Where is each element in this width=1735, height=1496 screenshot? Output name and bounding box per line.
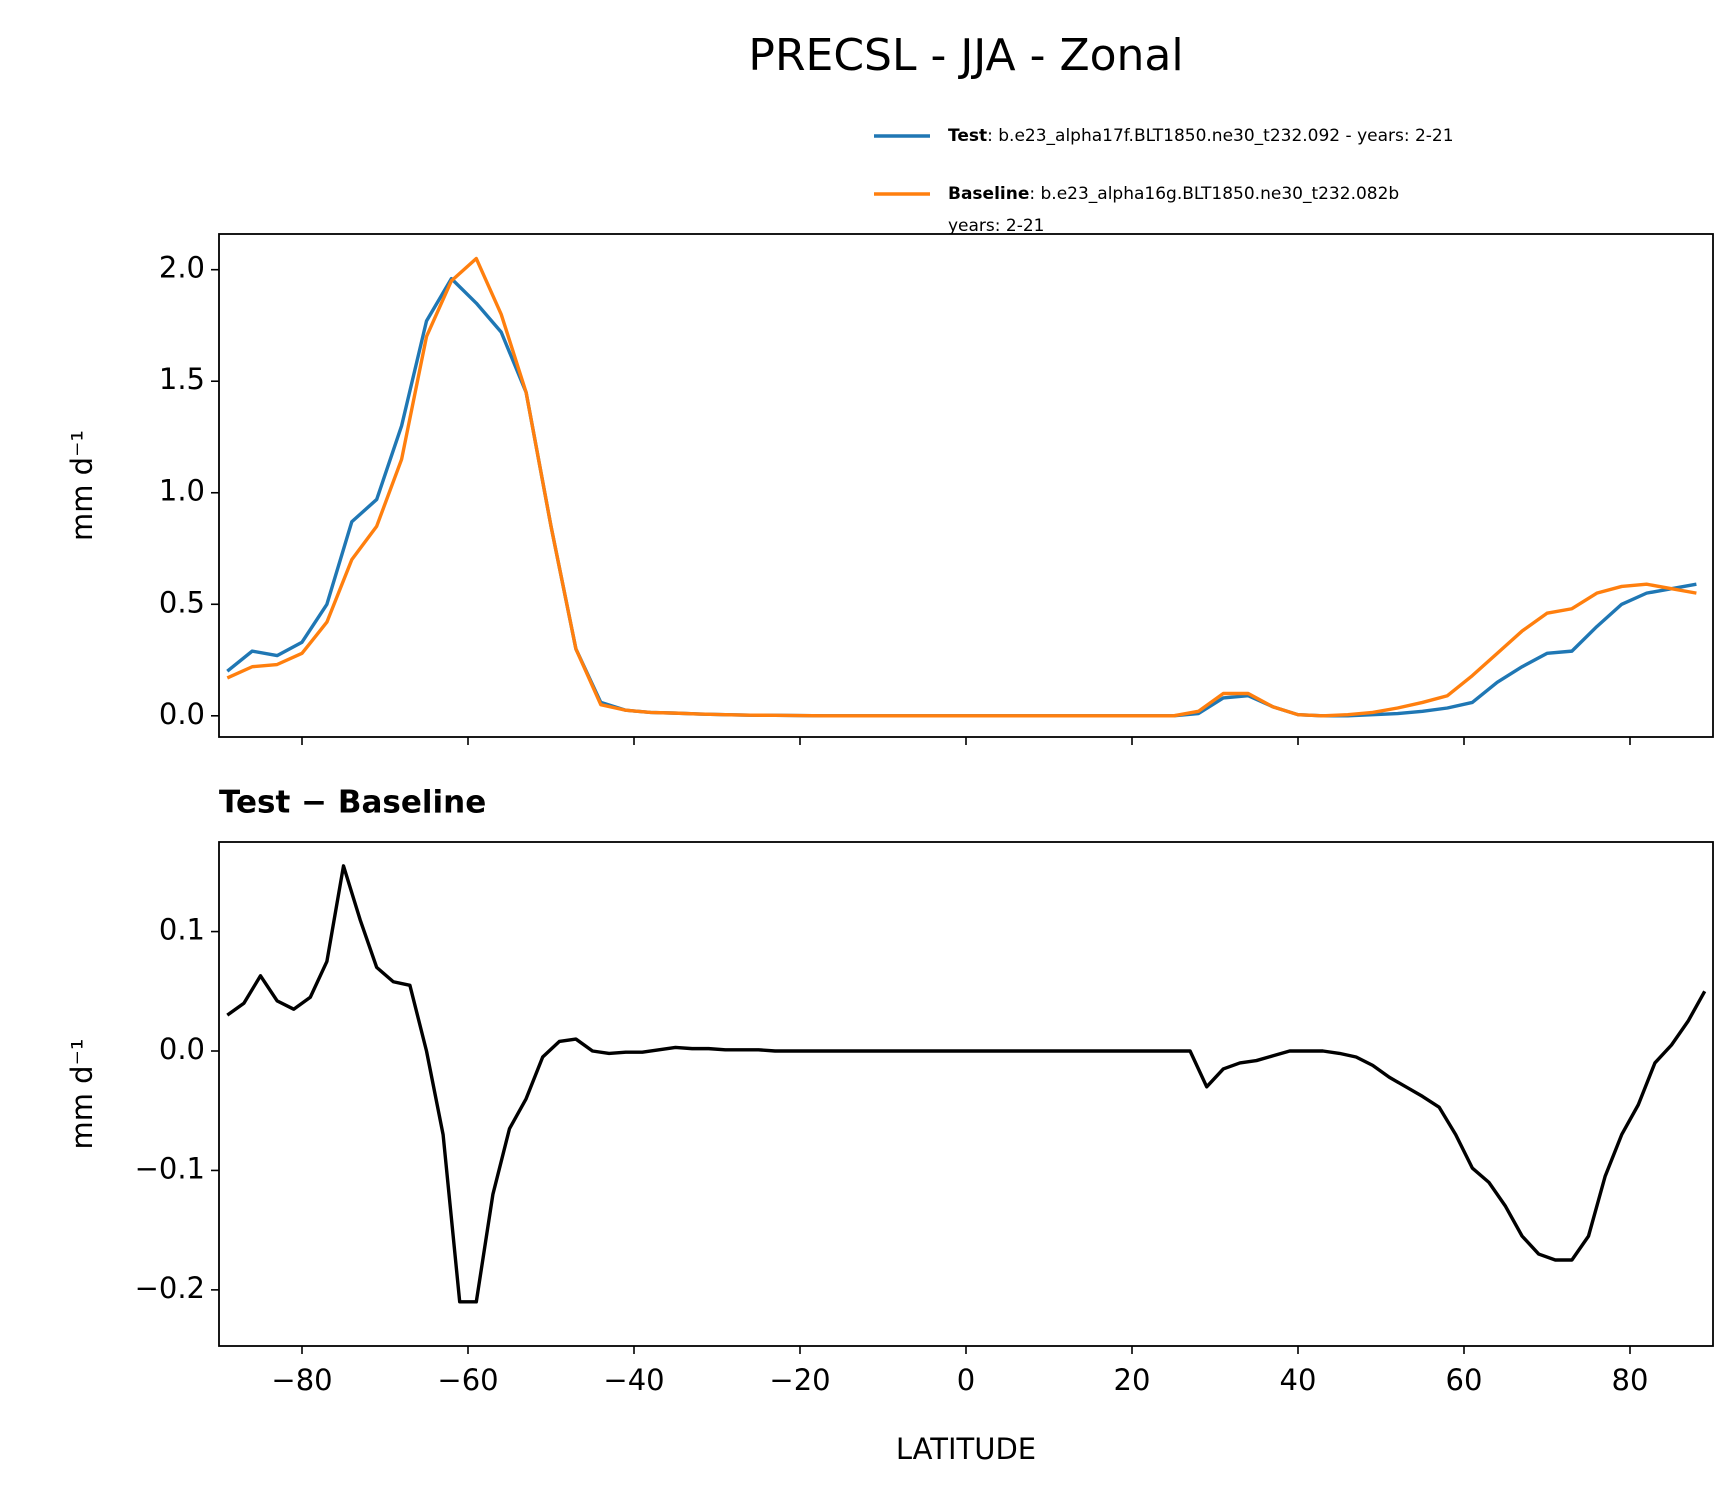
y-tick-label: 1.0 <box>159 474 205 508</box>
plot-area <box>226 256 1697 718</box>
x-tick-label: 40 <box>1280 1363 1317 1397</box>
x-tick-label: 60 <box>1446 1363 1483 1397</box>
panel-title: Test − Baseline <box>219 785 486 821</box>
x-tick-label: −40 <box>603 1363 664 1397</box>
legend-label: Baseline: b.e23_alpha16g.BLT1850.ne30_t2… <box>948 184 1399 204</box>
chart-title: PRECSL - JJA - Zonal <box>748 30 1183 81</box>
x-tick-label: −60 <box>437 1363 498 1397</box>
legend-description: years: 2-21 <box>948 216 1045 236</box>
legend-description: : b.e23_alpha16g.BLT1850.ne30_t232.082b <box>1029 184 1399 204</box>
x-tick-label: −80 <box>271 1363 332 1397</box>
y-tick-label: −0.2 <box>135 1271 205 1305</box>
axes-frame <box>218 233 1714 738</box>
y-tick-label: 0.0 <box>159 1032 205 1066</box>
y-axis-label: mm d⁻¹ <box>65 1038 99 1149</box>
y-tick-label: 2.0 <box>159 251 205 285</box>
plot-area <box>226 864 1707 1304</box>
x-axis-label: LATITUDE <box>896 1432 1036 1466</box>
x-tick-label: 80 <box>1612 1363 1649 1397</box>
legend-label: years: 2-21 <box>948 216 1045 236</box>
legend-description: : b.e23_alpha17f.BLT1850.ne30_t232.092 -… <box>987 126 1453 146</box>
series-line <box>226 864 1707 1304</box>
x-tick-label: 0 <box>957 1363 975 1397</box>
y-tick-label: 1.5 <box>159 362 205 396</box>
x-tick-label: −20 <box>769 1363 830 1397</box>
legend-label: Test: b.e23_alpha17f.BLT1850.ne30_t232.0… <box>948 126 1454 146</box>
axes-frame <box>218 841 1714 1347</box>
y-tick-label: 0.5 <box>159 585 205 619</box>
legend-name: Baseline <box>948 184 1029 204</box>
legend-name: Test <box>948 126 987 146</box>
y-axis-label: mm d⁻¹ <box>65 430 99 541</box>
y-tick-label: 0.1 <box>159 913 205 947</box>
series-line <box>226 256 1697 718</box>
y-tick-label: −0.1 <box>135 1151 205 1185</box>
x-tick-label: 20 <box>1114 1363 1151 1397</box>
y-tick-label: 0.0 <box>159 697 205 731</box>
